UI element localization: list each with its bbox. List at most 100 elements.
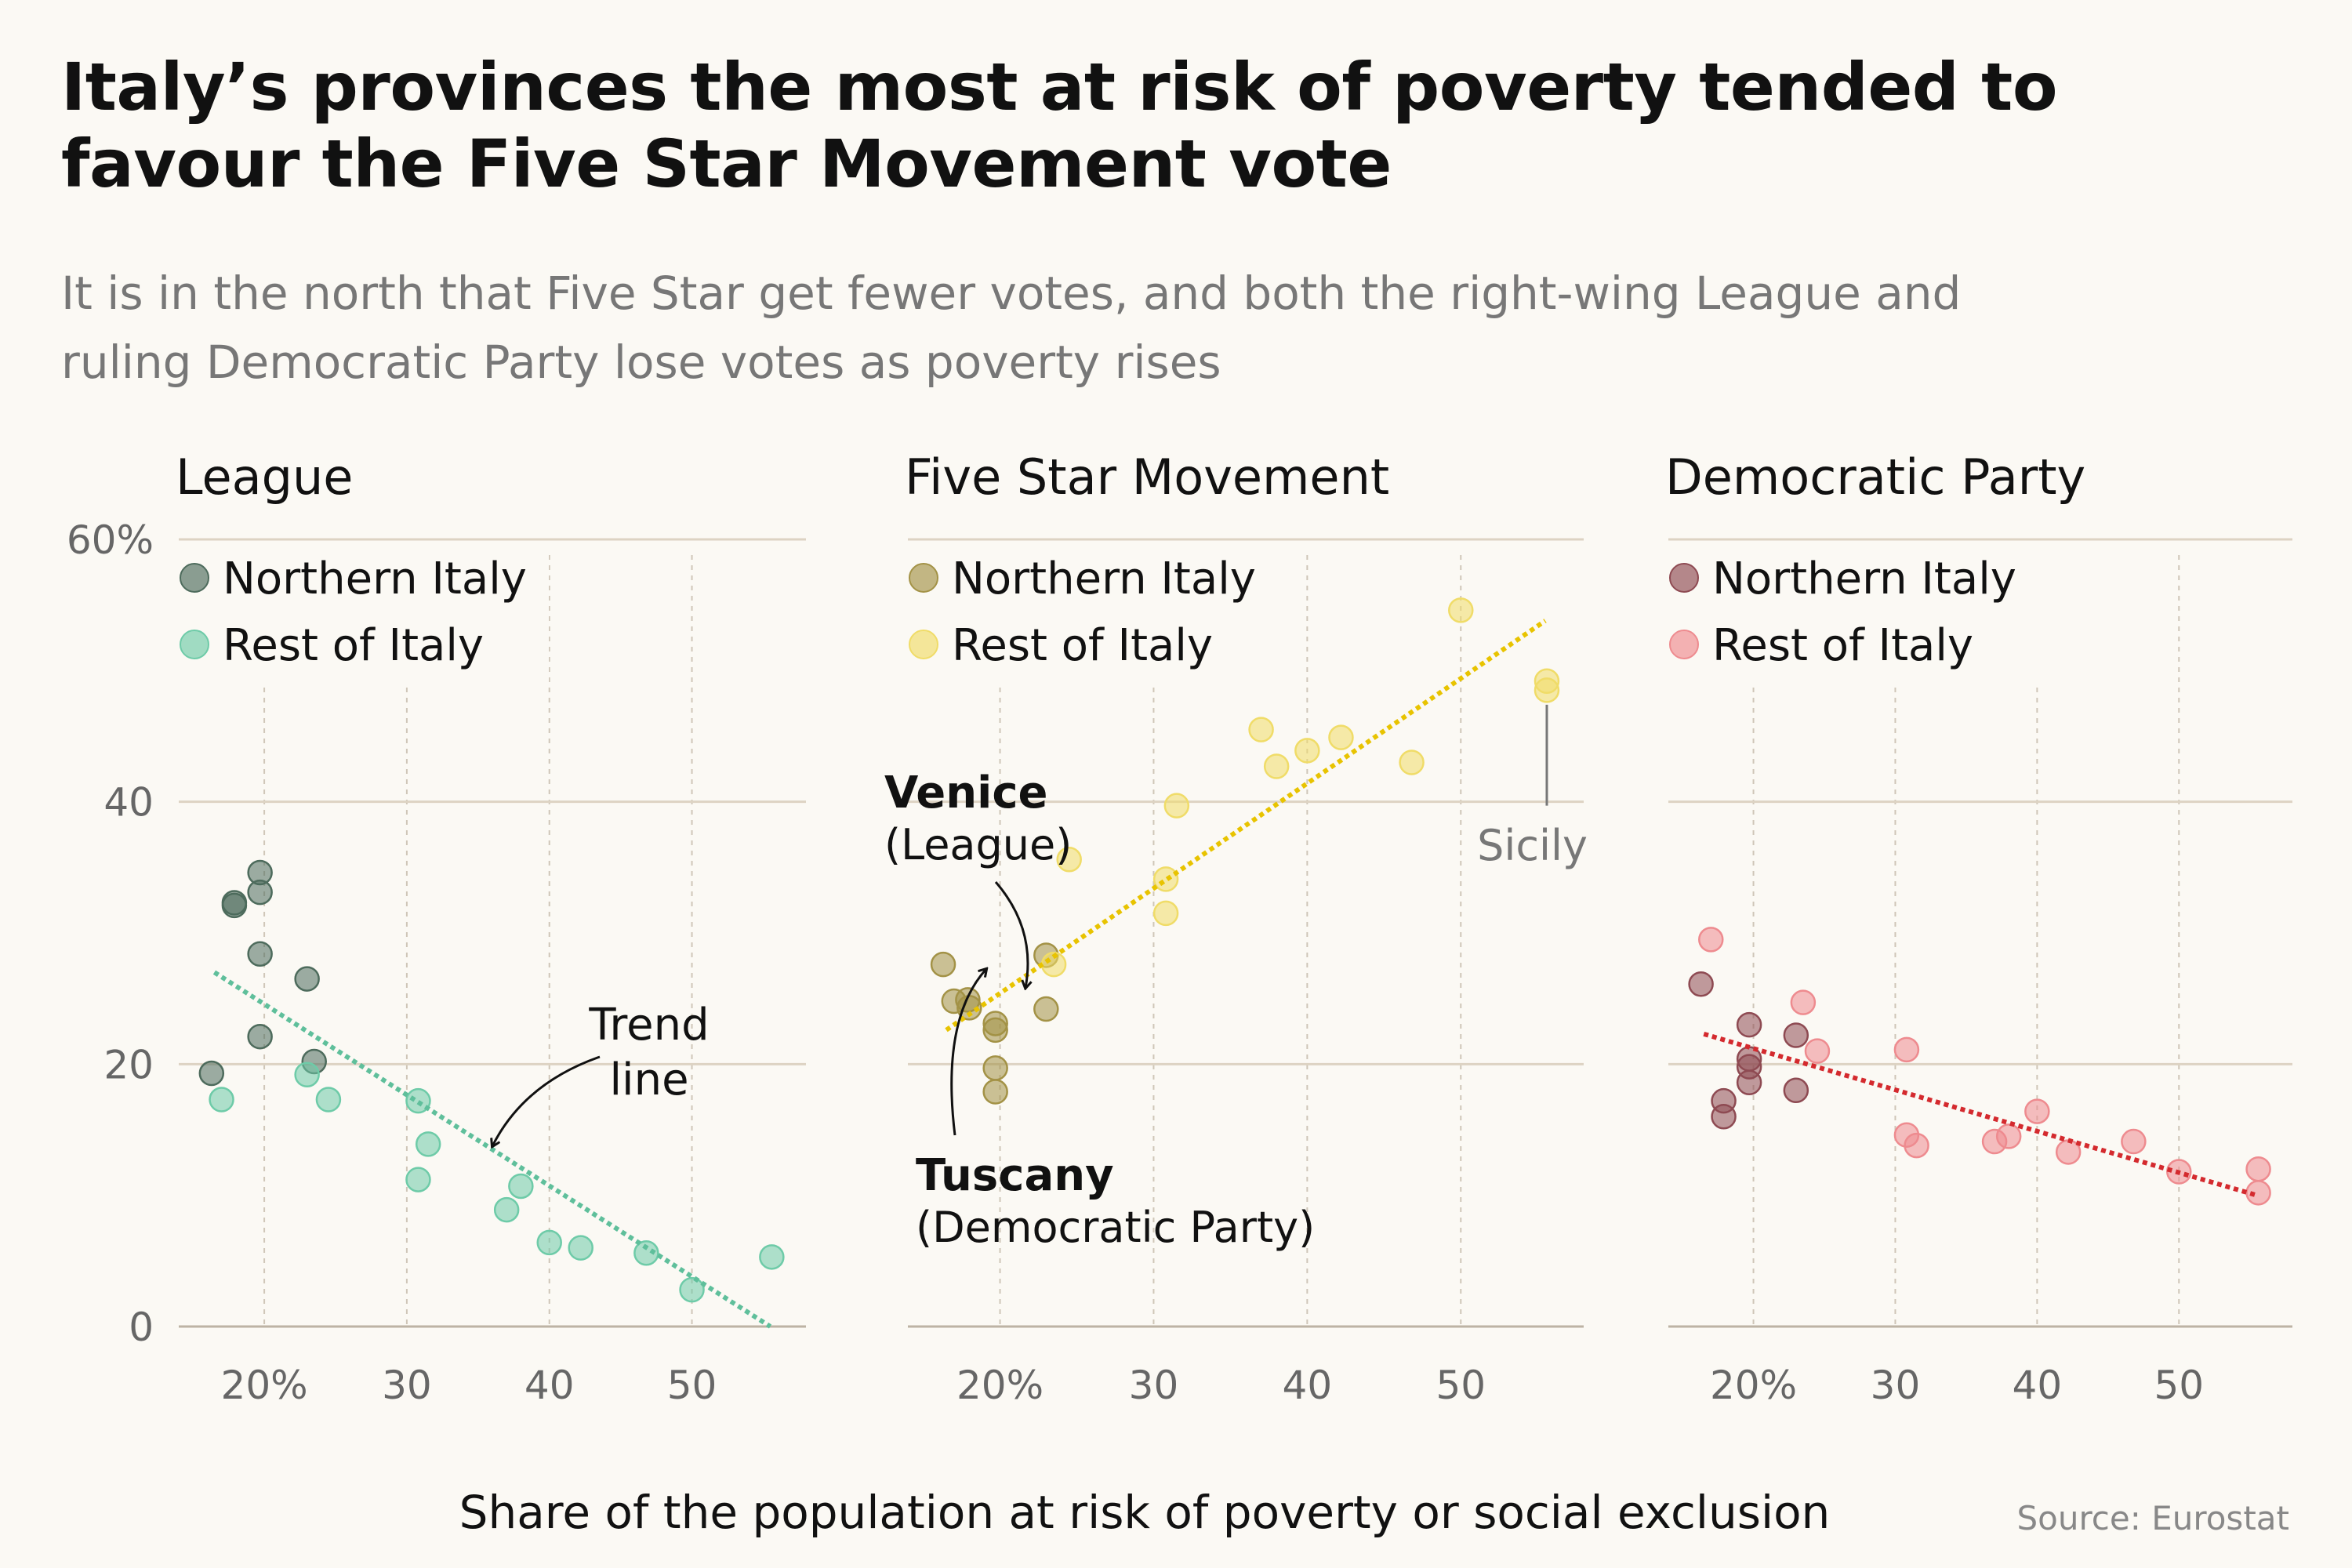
- point-northern: [198, 1060, 225, 1087]
- annotation-arrow: [492, 1055, 601, 1146]
- x-tick-label: 30: [1129, 1363, 1179, 1408]
- source-note: Source: Eurostat: [2016, 1499, 2289, 1537]
- x-tick-label: 40: [2013, 1363, 2063, 1408]
- x-tick-label: 50: [667, 1363, 717, 1408]
- point-northern: [247, 879, 273, 906]
- point-rest: [1056, 847, 1082, 873]
- point-rest: [1904, 1132, 1929, 1159]
- x-tick-label: 20%: [1710, 1363, 1797, 1408]
- annotation-arrow: [994, 881, 1028, 988]
- legend-label-northern: Northern Italy: [952, 554, 1256, 604]
- legend-background: [180, 549, 549, 682]
- point-northern: [982, 1079, 1008, 1105]
- point-rest: [536, 1229, 562, 1256]
- legend-label-rest: Rest of Italy: [1712, 620, 1973, 671]
- point-rest: [2245, 1156, 2271, 1182]
- panel-2: 20% 30 40 50 Democratic Party Northern Italy R…: [1665, 448, 2292, 1408]
- annotation-sicily: Sicily: [1477, 821, 1588, 870]
- legend-background: [909, 549, 1278, 682]
- point-rest: [1263, 753, 1290, 779]
- point-rest: [1698, 927, 1724, 953]
- x-tick-label: 20%: [956, 1363, 1044, 1408]
- point-rest: [405, 1167, 431, 1192]
- annotation-arrow: [950, 969, 986, 1136]
- panel-title: League: [176, 448, 353, 506]
- x-tick-label: 40: [1283, 1363, 1333, 1408]
- point-rest: [415, 1131, 441, 1157]
- point-rest: [315, 1087, 342, 1112]
- y-tick-label: 20: [103, 1042, 154, 1087]
- legend-marker-rest: [180, 630, 209, 659]
- legend-marker-northern: [909, 563, 938, 593]
- annotation-tuscany: Tuscany: [916, 1150, 1114, 1201]
- point-rest: [633, 1240, 659, 1266]
- legend-marker-northern: [1669, 563, 1699, 593]
- point-rest: [568, 1235, 593, 1261]
- y-tick-label: 0: [129, 1305, 154, 1350]
- legend-marker-northern: [180, 563, 209, 593]
- point-rest: [759, 1244, 785, 1270]
- point-northern: [1736, 1069, 1762, 1096]
- x-tick-label: 30: [382, 1363, 432, 1408]
- panel-title: Democratic Party: [1665, 448, 2085, 506]
- y-tick-label: 40: [103, 780, 154, 826]
- annotation-venice: Venice: [884, 768, 1048, 818]
- chart-title: Italy’s provinces the most at risk of po…: [61, 49, 2058, 202]
- x-axis-label: Share of the population at risk of pover…: [459, 1486, 1831, 1539]
- point-rest: [2245, 1180, 2271, 1206]
- trend-line: [212, 970, 772, 1329]
- point-rest: [1448, 597, 1474, 623]
- point-rest: [1790, 989, 1817, 1015]
- point-rest: [405, 1087, 431, 1114]
- x-tick-label: 50: [1436, 1363, 1486, 1408]
- legend-background: [1670, 549, 2038, 682]
- point-rest: [508, 1173, 534, 1200]
- x-tick-label: 50: [2154, 1363, 2204, 1408]
- x-tick-label: 40: [524, 1363, 575, 1408]
- legend-marker-rest: [1669, 630, 1699, 659]
- point-northern: [1033, 996, 1059, 1022]
- point-northern: [294, 966, 320, 992]
- annotation-venice-party: (League): [884, 820, 1072, 869]
- annotation-trend-line: Trend: [588, 1000, 709, 1051]
- point-rest: [1804, 1038, 1831, 1064]
- point-rest: [1152, 900, 1179, 927]
- point-northern: [247, 941, 273, 967]
- point-rest: [1995, 1123, 2022, 1149]
- y-tick-label: 60%: [67, 517, 154, 563]
- point-rest: [1163, 793, 1190, 818]
- annotation-trend-line: line: [609, 1054, 688, 1105]
- point-rest: [1328, 724, 1354, 750]
- trend-line: [945, 619, 1547, 1033]
- legend-label-northern: Northern Italy: [223, 554, 527, 604]
- point-rest: [1399, 750, 1425, 775]
- chart-subtitle: It is in the north that Five Star get fe…: [61, 267, 1962, 389]
- point-northern: [221, 892, 248, 919]
- point-northern: [1783, 1022, 1809, 1048]
- point-rest: [1152, 866, 1179, 892]
- point-rest: [1534, 677, 1560, 703]
- point-rest: [209, 1087, 234, 1112]
- point-rest: [1294, 738, 1320, 764]
- legend-label-rest: Rest of Italy: [223, 620, 484, 671]
- legend-label-northern: Northern Italy: [1712, 554, 2016, 604]
- point-rest: [679, 1276, 705, 1303]
- point-northern: [1783, 1077, 1809, 1104]
- point-northern: [982, 1055, 1008, 1081]
- point-rest: [1248, 717, 1274, 742]
- point-northern: [1688, 971, 1714, 997]
- annotation-tuscany-party: (Democratic Party): [916, 1203, 1315, 1252]
- point-northern: [930, 951, 956, 978]
- point-northern: [1736, 1011, 1762, 1038]
- point-rest: [493, 1196, 520, 1223]
- point-rest: [1893, 1036, 1920, 1063]
- legend-label-rest: Rest of Italy: [952, 620, 1213, 671]
- legend-marker-rest: [909, 630, 938, 659]
- point-northern: [1711, 1104, 1737, 1130]
- panel-title: Five Star Movement: [905, 448, 1389, 506]
- point-rest: [294, 1062, 320, 1087]
- panel-1: 20% 30 40 50 Five Star Movement Northern Ital…: [884, 448, 1588, 1408]
- panel-0: 20% 30 40 50 0 20 40 60% League Northern Italy Res…: [67, 448, 806, 1408]
- point-rest: [2121, 1128, 2147, 1155]
